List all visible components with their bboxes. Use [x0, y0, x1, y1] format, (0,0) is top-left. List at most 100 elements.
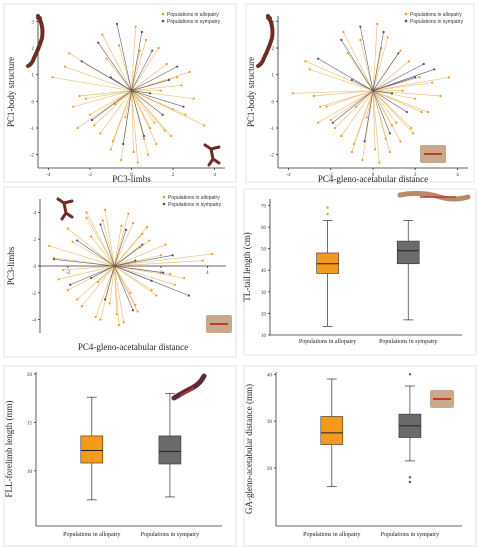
allopatry-point — [165, 62, 168, 66]
allopatry-point — [346, 52, 349, 55]
allopatry-point — [127, 212, 130, 215]
allopatry-point — [409, 126, 413, 130]
allopatry-vector — [131, 84, 182, 92]
allopatry-vector — [313, 90, 374, 97]
allopatry-vector — [77, 90, 132, 129]
allopatry-point — [378, 161, 381, 164]
allopatry-point — [72, 105, 75, 108]
salamander-head-0 — [266, 15, 272, 21]
allopatry-outlier-point — [326, 206, 329, 209]
sympatry-point — [80, 60, 83, 63]
legend-allopatry-label: Populations in allopatry — [410, 12, 462, 18]
allopatry-point — [76, 298, 79, 301]
allopatry-point — [329, 118, 332, 122]
y-tick-label: 40 — [261, 269, 267, 274]
allopatry-vector — [72, 241, 115, 267]
allopatry-point — [384, 137, 387, 140]
allopatry-point — [62, 268, 65, 272]
allopatry-vector — [114, 222, 134, 267]
sympatry-vector — [341, 39, 374, 91]
forelimb-silhouette-1 — [203, 143, 221, 167]
sympatry-vector — [372, 31, 384, 91]
allopatry-point — [108, 302, 111, 305]
allopatry-point — [183, 276, 186, 280]
x-tick-label: 4 — [206, 271, 209, 276]
allopatry-point — [109, 148, 112, 151]
y-tick-label: -2 — [30, 154, 35, 159]
sympatry-vector — [114, 265, 164, 273]
sympatry-outlier-point — [408, 476, 412, 479]
allopatry-vector — [114, 265, 125, 323]
allopatry-point — [153, 121, 156, 124]
y-tick-label: 15 — [27, 421, 33, 426]
allopatry-point — [105, 57, 108, 60]
allopatry-point — [85, 216, 88, 219]
y-axis-title: GA-gleno-acetabular distance (mm) — [244, 384, 254, 514]
allopatry-vector — [353, 90, 374, 145]
allopatry-vector — [341, 90, 374, 137]
allopatry-point — [136, 310, 139, 313]
allopatry-vector — [106, 58, 132, 91]
sympatry-vector — [360, 26, 374, 91]
allopatry-point — [376, 22, 379, 26]
x-tick-label: -2 — [88, 173, 93, 178]
x-tick-label: -2 — [329, 173, 334, 178]
allopatry-point — [412, 132, 415, 135]
sympatry-point — [115, 22, 119, 26]
allopatry-point — [184, 113, 187, 116]
allopatry-vector — [124, 90, 132, 118]
legend-sympatry-label: Populations in sympatry — [168, 202, 222, 208]
allopatry-point — [365, 116, 368, 119]
allopatry-point — [317, 121, 320, 124]
allopatry-point — [101, 219, 104, 222]
allopatry-vector — [372, 90, 393, 126]
allopatry-point — [94, 315, 97, 319]
allopatry-vector — [131, 90, 205, 126]
allopatry-point — [399, 49, 402, 52]
x-category-label: Populations in sympatry — [381, 532, 439, 538]
salamander-body-icon — [171, 373, 207, 401]
allopatry-vector — [359, 39, 374, 91]
allopatry-point — [66, 227, 69, 230]
allopatry-point — [388, 150, 391, 154]
allopatry-vector — [131, 90, 134, 153]
allopatry-vector — [102, 220, 115, 267]
sympatry-outlier-point — [408, 373, 412, 376]
allopatry-vector — [372, 90, 397, 123]
panel-frame — [3, 365, 237, 547]
y-tick-label: 40 — [267, 373, 273, 378]
allopatry-vector — [372, 61, 410, 91]
y-tick-label: 1 — [272, 74, 275, 79]
legend-allopatry-label: Populations in allopatry — [167, 12, 219, 18]
allopatry-point — [426, 110, 429, 114]
sympatry-vector — [81, 61, 132, 91]
sympatry-point — [317, 57, 320, 60]
allopatry-vector — [372, 37, 389, 91]
allopatry-point — [176, 76, 179, 79]
allopatry-point — [159, 89, 162, 92]
sympatry-point — [167, 78, 170, 82]
allopatry-vector — [97, 265, 115, 283]
boxplot-forelimb-length-chart: 10 15 20 Populations in allopatry Population… — [3, 365, 237, 547]
allopatry-point — [414, 97, 417, 100]
sympatry-vector — [114, 265, 152, 282]
allopatry-point — [63, 65, 67, 68]
allopatry-point — [101, 33, 104, 36]
y-tick-label: -2 — [270, 154, 275, 159]
sympatry-vector — [114, 265, 134, 311]
sympatry-point — [141, 243, 144, 246]
allopatry-vector — [372, 76, 450, 92]
sympatry-vector — [351, 79, 374, 91]
allopatry-point — [155, 142, 158, 146]
allopatry-point — [129, 291, 132, 294]
y-axis-title: PC1-body structure — [6, 57, 16, 127]
sympatry-vector — [131, 90, 151, 94]
allopatry-point — [99, 132, 102, 135]
allopatry-point — [134, 303, 137, 306]
allopatry-point — [120, 224, 123, 227]
allopatry-point — [84, 97, 87, 100]
sympatry-vector — [122, 90, 132, 145]
sympatry-vector — [116, 23, 132, 91]
allopatry-point — [180, 84, 183, 87]
sympatry-point — [124, 228, 128, 231]
